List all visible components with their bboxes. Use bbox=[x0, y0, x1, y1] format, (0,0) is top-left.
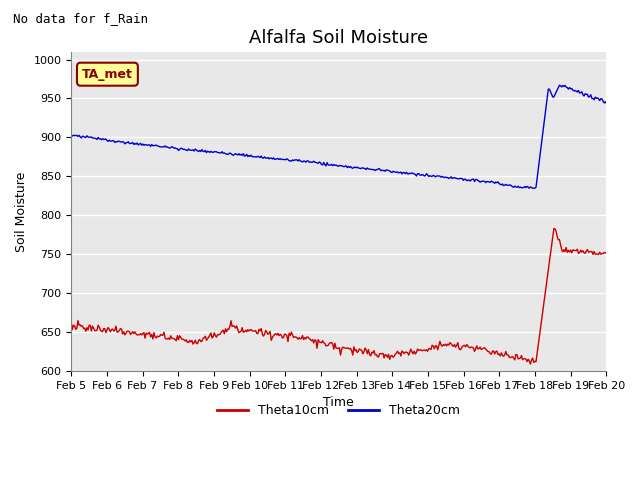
Theta10cm bbox=[67, 320, 75, 326]
Theta20cm bbox=[234, 152, 241, 158]
Y-axis label: Soil Moisture: Soil Moisture bbox=[15, 171, 28, 252]
Title: Alfalfa Soil Moisture: Alfalfa Soil Moisture bbox=[249, 29, 428, 48]
Theta10cm bbox=[367, 353, 374, 359]
Theta10cm bbox=[234, 326, 241, 332]
X-axis label: Time: Time bbox=[323, 396, 354, 409]
Theta20cm bbox=[67, 133, 75, 139]
Theta20cm bbox=[392, 169, 400, 175]
Theta20cm bbox=[554, 84, 562, 90]
Legend: Theta10cm, Theta20cm: Theta10cm, Theta20cm bbox=[212, 399, 465, 422]
Line: Theta10cm: Theta10cm bbox=[71, 228, 606, 364]
Text: TA_met: TA_met bbox=[82, 68, 133, 81]
Text: No data for f_Rain: No data for f_Rain bbox=[13, 12, 148, 25]
Line: Theta20cm: Theta20cm bbox=[71, 85, 606, 188]
Theta10cm bbox=[556, 237, 563, 242]
Theta20cm bbox=[602, 100, 610, 106]
Theta10cm bbox=[461, 342, 468, 348]
Theta10cm bbox=[392, 350, 400, 356]
Theta20cm bbox=[293, 157, 301, 163]
Theta20cm bbox=[367, 167, 374, 172]
Theta10cm bbox=[602, 250, 610, 255]
Theta10cm bbox=[293, 335, 301, 341]
Theta10cm bbox=[527, 361, 534, 367]
Theta20cm bbox=[529, 185, 536, 191]
Theta20cm bbox=[461, 176, 468, 182]
Theta20cm bbox=[556, 83, 563, 88]
Theta10cm bbox=[550, 226, 557, 231]
